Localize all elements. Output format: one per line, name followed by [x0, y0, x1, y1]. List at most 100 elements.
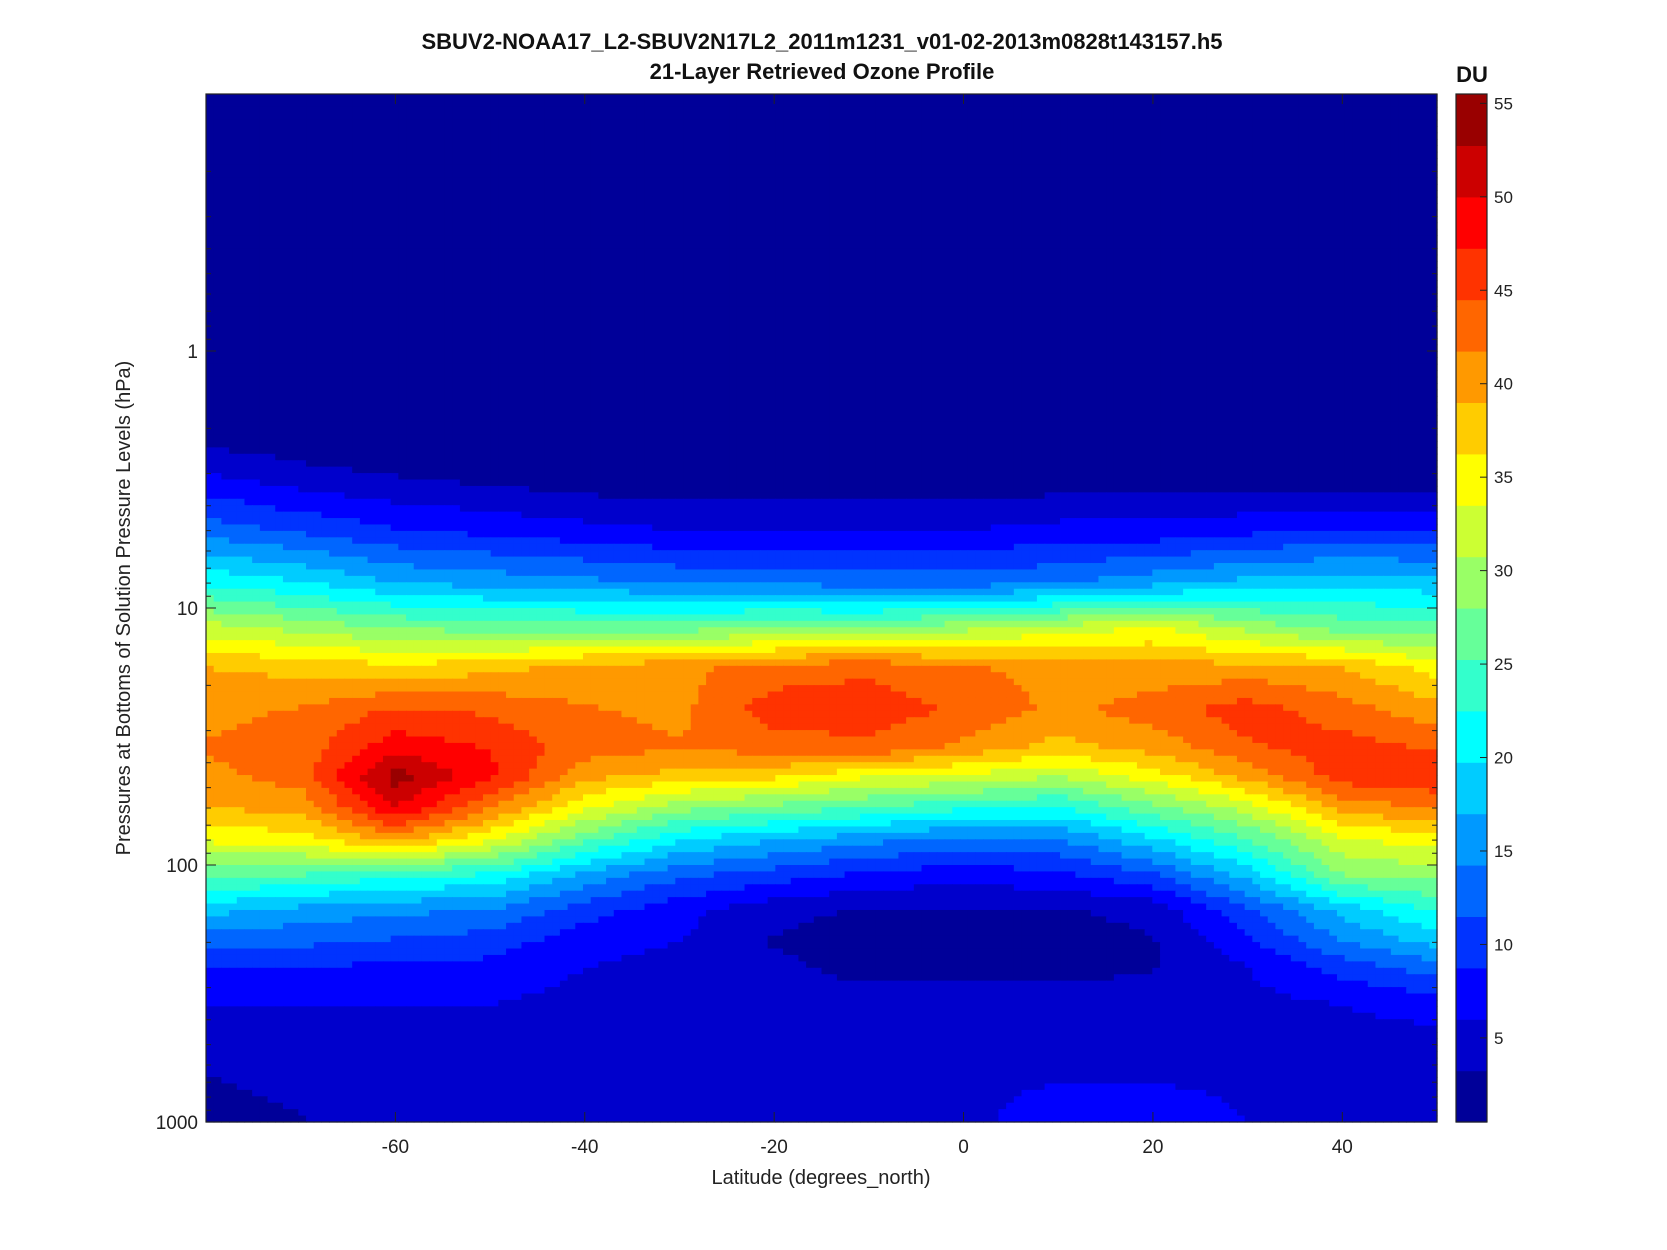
heatmap-cell	[1206, 145, 1215, 153]
heatmap-cell	[813, 267, 823, 275]
heatmap-cell	[698, 241, 707, 249]
heatmap-cell	[244, 280, 253, 288]
heatmap-cell	[452, 151, 461, 159]
heatmap-cell	[229, 280, 238, 288]
heatmap-cell	[506, 267, 515, 275]
heatmap-cell	[906, 164, 915, 172]
heatmap-cell	[552, 203, 561, 211]
heatmap-cell	[998, 126, 1007, 134]
heatmap-cell	[759, 286, 769, 294]
heatmap-cell	[952, 216, 961, 224]
heatmap-cell	[1298, 280, 1307, 288]
heatmap-cell	[590, 235, 599, 243]
heatmap-cell	[1398, 126, 1407, 134]
heatmap-cell	[913, 177, 923, 185]
heatmap-cell	[1413, 113, 1423, 121]
heatmap-cell	[359, 183, 369, 191]
heatmap-cell	[475, 177, 484, 185]
heatmap-cell	[544, 209, 553, 217]
heatmap-cell	[959, 138, 969, 146]
heatmap-cell	[1206, 158, 1215, 166]
heatmap-cell	[659, 106, 669, 114]
heatmap-cell	[1213, 261, 1223, 269]
heatmap-cell	[221, 216, 230, 224]
heatmap-cell	[406, 164, 415, 172]
heatmap-cell	[998, 151, 1007, 159]
heatmap-cell	[983, 196, 992, 204]
heatmap-cell	[713, 190, 723, 198]
heatmap-cell	[775, 254, 784, 262]
heatmap-cell	[906, 132, 915, 140]
heatmap-cell	[659, 228, 669, 236]
heatmap-cell	[636, 222, 646, 230]
heatmap-cell	[1136, 132, 1146, 140]
heatmap-cell	[683, 261, 692, 269]
heatmap-cell	[613, 113, 623, 121]
heatmap-cell	[859, 119, 869, 127]
heatmap-cell	[1306, 94, 1315, 102]
heatmap-cell	[1313, 273, 1323, 281]
heatmap-cell	[1267, 190, 1277, 198]
heatmap-cell	[1383, 273, 1392, 281]
heatmap-cell	[1336, 158, 1346, 166]
heatmap-cell	[359, 273, 369, 281]
heatmap-cell	[783, 171, 792, 179]
heatmap-cell	[1090, 261, 1100, 269]
heatmap-cell	[1229, 119, 1238, 127]
heatmap-cell	[1167, 286, 1177, 294]
heatmap-cell	[1283, 248, 1292, 256]
heatmap-cell	[459, 216, 469, 224]
heatmap-cell	[936, 100, 946, 108]
heatmap-cell	[1306, 100, 1315, 108]
heatmap-cell	[259, 203, 269, 211]
heatmap-cell	[390, 273, 399, 281]
heatmap-cell	[1398, 280, 1407, 288]
heatmap-cell	[421, 222, 430, 230]
heatmap-cell	[398, 100, 407, 108]
heatmap-cell	[1406, 209, 1415, 217]
heatmap-cell	[875, 216, 884, 224]
heatmap-cell	[1006, 183, 1015, 191]
heatmap-cell	[313, 158, 322, 166]
heatmap-cell	[382, 216, 392, 224]
heatmap-cell	[1090, 119, 1100, 127]
heatmap-cell	[444, 138, 453, 146]
heatmap-cell	[859, 94, 869, 102]
heatmap-cell	[1321, 113, 1330, 121]
heatmap-cell	[1183, 228, 1192, 236]
heatmap-cell	[1113, 241, 1123, 249]
heatmap-cell	[883, 138, 892, 146]
heatmap-cell	[298, 151, 307, 159]
heatmap-cell	[1083, 183, 1092, 191]
heatmap-cell	[1221, 254, 1230, 262]
heatmap-cell	[1175, 241, 1184, 249]
heatmap-cell	[690, 241, 699, 249]
heatmap-cell	[998, 190, 1007, 198]
heatmap-cell	[336, 235, 346, 243]
heatmap-cell	[659, 177, 669, 185]
heatmap-cell	[836, 286, 846, 294]
heatmap-cell	[521, 164, 530, 172]
heatmap-cell	[1298, 113, 1307, 121]
heatmap-cell	[1075, 190, 1084, 198]
heatmap-cell	[1283, 216, 1292, 224]
heatmap-cell	[790, 261, 800, 269]
heatmap-cell	[759, 261, 769, 269]
heatmap-cell	[1206, 267, 1215, 275]
heatmap-cell	[1329, 132, 1338, 140]
heatmap-cell	[1260, 209, 1269, 217]
heatmap-cell	[236, 267, 246, 275]
heatmap-cell	[1175, 228, 1184, 236]
heatmap-cell	[844, 158, 853, 166]
heatmap-cell	[1421, 280, 1430, 288]
heatmap-cell	[282, 158, 292, 166]
heatmap-cell	[244, 151, 253, 159]
heatmap-cell	[467, 113, 476, 121]
heatmap-cell	[1160, 138, 1169, 146]
heatmap-cell	[590, 248, 599, 256]
heatmap-cell	[983, 158, 992, 166]
heatmap-cell	[582, 222, 592, 230]
heatmap-cell	[475, 241, 484, 249]
heatmap-cell	[1183, 190, 1192, 198]
heatmap-cell	[621, 132, 630, 140]
